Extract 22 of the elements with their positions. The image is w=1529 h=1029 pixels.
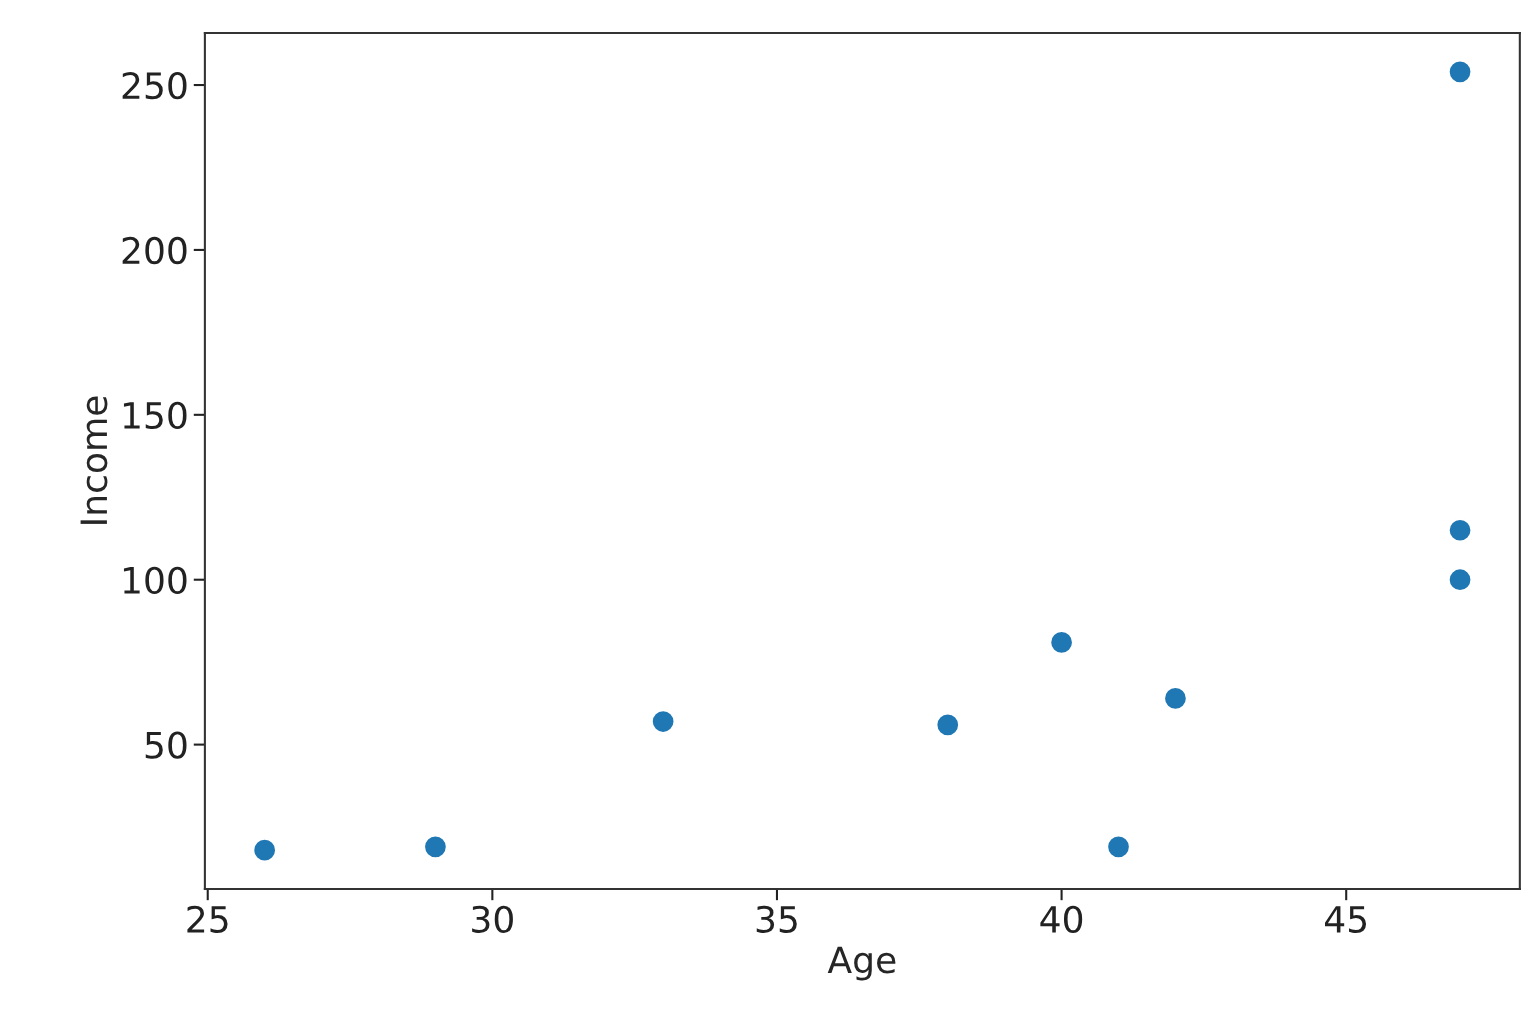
x-tick-label: 25 [187,905,228,933]
y-tick-label: 50 [145,731,187,759]
point [1049,630,1074,655]
x-tick-label: 45 [1325,906,1367,933]
x-tick-label: 35 [756,905,797,933]
point [1448,59,1473,84]
point [935,712,960,737]
y-tick-label: 200 [122,236,187,265]
point [423,834,448,859]
point [651,709,676,734]
y-tick-label: 100 [123,566,187,594]
point [1163,686,1188,711]
y-axis-title: Income [80,396,108,524]
point [1448,567,1473,592]
point [252,838,277,863]
point [1448,518,1473,543]
x-axis-title: Age [827,946,896,981]
point [1106,834,1131,859]
x-tick-label: 30 [472,905,513,933]
x-tick-label: 40 [1040,905,1083,933]
y-tick-label: 250 [122,71,187,100]
y-tick-label: 150 [123,401,187,430]
